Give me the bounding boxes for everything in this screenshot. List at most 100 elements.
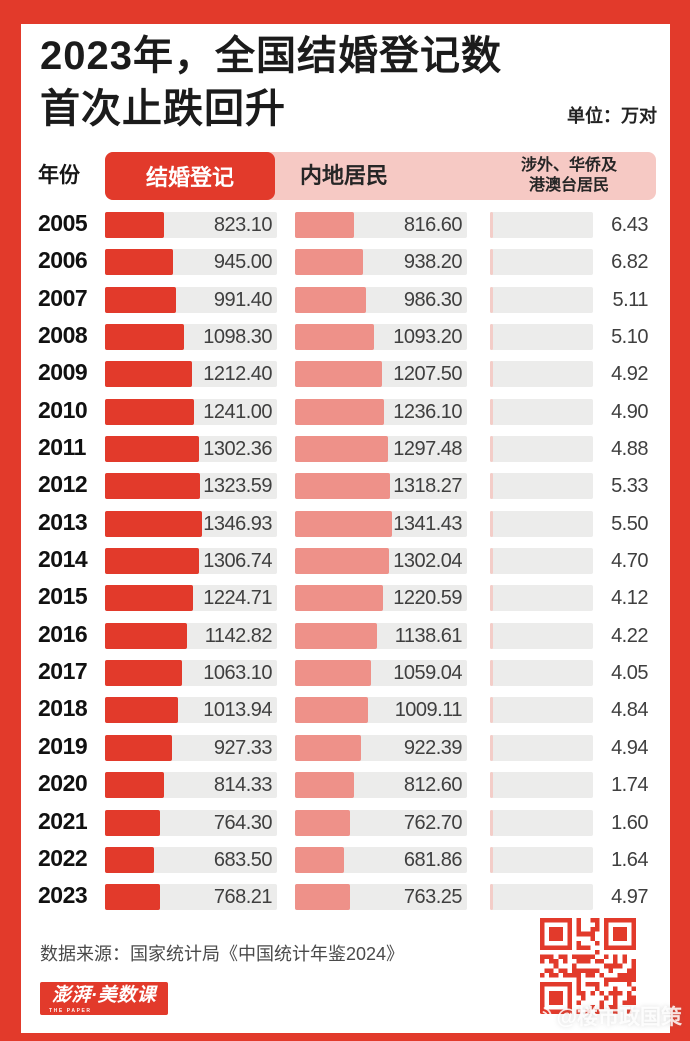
marriage-bar-track: 1306.74 xyxy=(105,548,277,575)
marriage-bar xyxy=(105,510,202,537)
table-row: 2022 683.50 681.86 1.64 xyxy=(0,841,690,878)
marriage-bar-track: 683.50 xyxy=(105,846,277,873)
table-row: 2019 927.33 922.39 4.94 xyxy=(0,729,690,766)
column-header-marriage: 结婚登记 xyxy=(105,152,275,200)
marriage-bar xyxy=(105,473,200,500)
year-label: 2013 xyxy=(38,508,88,535)
watermark: @楼市政国策 xyxy=(530,1001,682,1031)
mainland-bar-track: 1236.10 xyxy=(295,398,467,425)
column-header-year: 年份 xyxy=(38,164,80,187)
marriage-bar xyxy=(105,697,178,724)
marriage-value: 1098.30 xyxy=(203,326,272,349)
marriage-value: 1142.82 xyxy=(204,624,273,647)
marriage-value: 814.33 xyxy=(213,774,273,797)
marriage-value: 1241.00 xyxy=(203,400,272,423)
marriage-bar-track: 1013.94 xyxy=(105,697,277,724)
table-row: 2018 1013.94 1009.11 4.84 xyxy=(0,691,690,728)
marriage-value: 927.33 xyxy=(213,736,273,759)
marriage-value: 764.30 xyxy=(213,811,273,834)
table-row: 2010 1241.00 1236.10 4.90 xyxy=(0,393,690,430)
mainland-bar xyxy=(295,212,354,238)
foreign-bar-track xyxy=(490,398,593,425)
foreign-bar xyxy=(490,660,493,687)
table-row: 2015 1224.71 1220.59 4.12 xyxy=(0,579,690,616)
mainland-bar-track: 1297.48 xyxy=(295,436,467,463)
foreign-bar-track xyxy=(490,660,593,687)
mainland-bar-track: 681.86 xyxy=(295,846,467,873)
year-label: 2007 xyxy=(38,284,88,311)
year-label: 2009 xyxy=(38,359,88,386)
mainland-value: 1207.50 xyxy=(393,363,462,386)
year-label: 2020 xyxy=(38,770,88,797)
foreign-bar xyxy=(490,212,493,238)
table-row: 2014 1306.74 1302.04 4.70 xyxy=(0,542,690,579)
mainland-bar-track: 1220.59 xyxy=(295,585,467,612)
foreign-value: 6.82 xyxy=(611,251,648,274)
foreign-value: 5.11 xyxy=(612,288,649,311)
year-label: 2021 xyxy=(38,807,88,834)
mainland-bar xyxy=(295,249,363,276)
marriage-bar xyxy=(105,846,154,873)
foreign-bar-track xyxy=(490,361,593,388)
marriage-value: 1224.71 xyxy=(203,587,272,610)
foreign-value: 4.12 xyxy=(611,587,648,610)
page-title-line1: 2023年，全国结婚登记数 xyxy=(40,34,502,78)
mainland-value: 1236.10 xyxy=(393,400,462,423)
foreign-bar-track xyxy=(490,846,593,873)
foreign-bar xyxy=(490,286,493,313)
marriage-value: 1013.94 xyxy=(203,699,272,722)
foreign-bar-track xyxy=(490,884,593,911)
marriage-bar xyxy=(105,734,172,761)
foreign-value: 4.94 xyxy=(611,736,648,759)
mainland-bar-track: 938.20 xyxy=(295,249,467,276)
foreign-bar-track xyxy=(490,622,593,649)
foreign-bar-track xyxy=(490,436,593,463)
foreign-bar xyxy=(490,697,493,724)
mainland-value: 1009.11 xyxy=(394,699,463,722)
rows: 2005 823.10 816.60 6.43 2006 945.00 938.… xyxy=(0,206,690,916)
marriage-bar xyxy=(105,548,199,575)
marriage-value: 1306.74 xyxy=(203,550,272,573)
table-row: 2021 764.30 762.70 1.60 xyxy=(0,804,690,841)
foreign-bar-track xyxy=(490,772,593,799)
marriage-value: 991.40 xyxy=(213,288,273,311)
foreign-bar-track xyxy=(490,286,593,313)
mainland-bar-track: 986.30 xyxy=(295,286,467,313)
column-header-foreign-line2: 港澳台居民 xyxy=(528,177,609,194)
publisher-logo-text: 澎湃·美数课 xyxy=(51,985,157,1006)
marriage-value: 683.50 xyxy=(213,848,273,871)
mainland-value: 762.70 xyxy=(403,811,463,834)
foreign-bar-track xyxy=(490,548,593,575)
marriage-bar-track: 1098.30 xyxy=(105,324,277,351)
foreign-bar-track xyxy=(490,212,593,238)
mainland-value: 1297.48 xyxy=(393,438,462,461)
foreign-value: 4.97 xyxy=(611,886,648,909)
foreign-value: 5.10 xyxy=(611,326,648,349)
marriage-bar xyxy=(105,212,164,238)
year-label: 2015 xyxy=(38,583,88,610)
mainland-value: 1138.61 xyxy=(394,624,463,647)
mainland-bar xyxy=(295,884,350,911)
publisher-logo-subtext: THE PAPER xyxy=(49,1008,92,1014)
mainland-bar-track: 1138.61 xyxy=(295,622,467,649)
mainland-bar xyxy=(295,734,361,761)
mainland-bar xyxy=(295,398,384,425)
table-row: 2020 814.33 812.60 1.74 xyxy=(0,766,690,803)
mainland-bar xyxy=(295,324,374,351)
table-row: 2005 823.10 816.60 6.43 xyxy=(0,206,690,243)
marriage-bar-track: 1241.00 xyxy=(105,398,277,425)
mainland-bar-track: 1318.27 xyxy=(295,473,467,500)
year-label: 2014 xyxy=(38,546,88,573)
foreign-bar xyxy=(490,585,493,612)
foreign-bar-track xyxy=(490,510,593,537)
mainland-value: 1059.04 xyxy=(393,662,462,685)
mainland-bar-track: 1093.20 xyxy=(295,324,467,351)
mainland-value: 681.86 xyxy=(403,848,463,871)
table-row: 2017 1063.10 1059.04 4.05 xyxy=(0,654,690,691)
mainland-value: 986.30 xyxy=(403,288,463,311)
marriage-bar-track: 927.33 xyxy=(105,734,277,761)
table-row: 2008 1098.30 1093.20 5.10 xyxy=(0,318,690,355)
foreign-value: 4.05 xyxy=(611,662,648,685)
table-row: 2009 1212.40 1207.50 4.92 xyxy=(0,355,690,392)
